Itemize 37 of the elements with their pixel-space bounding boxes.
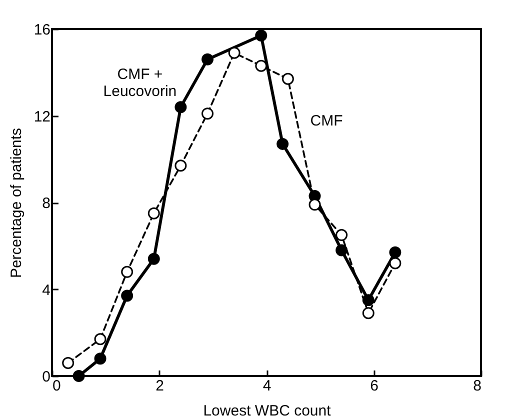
point (276, 138, 289, 150)
point (121, 266, 134, 278)
point (228, 46, 240, 59)
point (202, 53, 214, 66)
x-tick-label: 0 (52, 378, 61, 394)
point (389, 257, 402, 270)
point (362, 307, 374, 320)
point (336, 244, 348, 256)
y-tick-label: 4 (42, 282, 50, 299)
point (202, 108, 214, 120)
x-tick-label: 4 (262, 378, 272, 394)
y-tick-label: 16 (34, 22, 50, 38)
annotation: CMF + Leucovorin (103, 66, 177, 100)
point (174, 101, 187, 114)
point (362, 294, 374, 306)
x-tick-label: 8 (473, 378, 482, 394)
point (174, 160, 187, 172)
point (255, 30, 268, 42)
y-tick-label: 8 (42, 195, 50, 212)
point (148, 207, 160, 220)
point (308, 198, 321, 211)
point (72, 370, 85, 382)
x-tick-label: 2 (156, 378, 164, 394)
point (282, 72, 294, 85)
x-axis-title: Lowest WBC count (203, 402, 332, 418)
point (121, 290, 134, 302)
point (94, 352, 106, 365)
annotation: CMF (310, 112, 343, 130)
point (94, 333, 106, 346)
y-tick-label: 12 (34, 108, 50, 126)
point (336, 229, 348, 242)
point (148, 252, 160, 265)
point (389, 246, 402, 258)
point (62, 357, 74, 369)
x-tick-label: 6 (370, 378, 378, 394)
y-axis-title: Percentage of patients (8, 128, 25, 278)
point (255, 60, 268, 72)
